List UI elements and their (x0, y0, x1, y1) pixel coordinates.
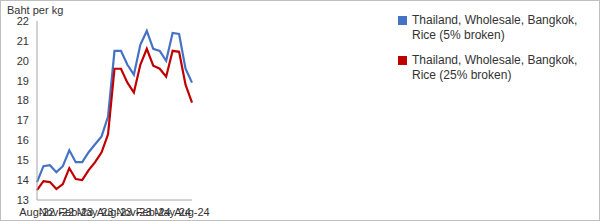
svg-text:Nov-22: Nov-22 (38, 205, 75, 218)
svg-text:20: 20 (17, 55, 29, 67)
svg-text:Nov-23: Nov-23 (116, 205, 152, 218)
svg-text:Aug-22: Aug-22 (19, 205, 55, 218)
svg-text:13: 13 (17, 194, 29, 206)
svg-text:Aug-24: Aug-24 (174, 206, 209, 218)
svg-text:21: 21 (17, 35, 29, 47)
html-text:Thailand, Wholesale, Bangkok,: Thailand, Wholesale, Bangkok, Rice (5% b… (412, 13, 578, 42)
svg-text:Feb-24: Feb-24 (135, 205, 171, 218)
html-text:Thailand, Wholesale, Bangkok,: Thailand, Wholesale, Bangkok, Rice (25% … (412, 53, 578, 82)
svg-text:17: 17 (17, 114, 29, 126)
svg-text:15: 15 (17, 154, 29, 166)
svg-text:Aug-23: Aug-23 (96, 205, 133, 218)
svg-text:May-23: May-23 (76, 205, 114, 218)
svg-text:May-24: May-24 (154, 205, 191, 218)
svg-text:19: 19 (17, 75, 29, 87)
html-text:Baht per kg: Baht per kg (7, 4, 64, 16)
svg-text:14: 14 (17, 174, 29, 186)
svg-text:Feb-23: Feb-23 (58, 205, 94, 218)
svg-text:16: 16 (17, 134, 29, 146)
svg-text:22: 22 (17, 15, 29, 27)
svg-text:18: 18 (17, 94, 29, 106)
